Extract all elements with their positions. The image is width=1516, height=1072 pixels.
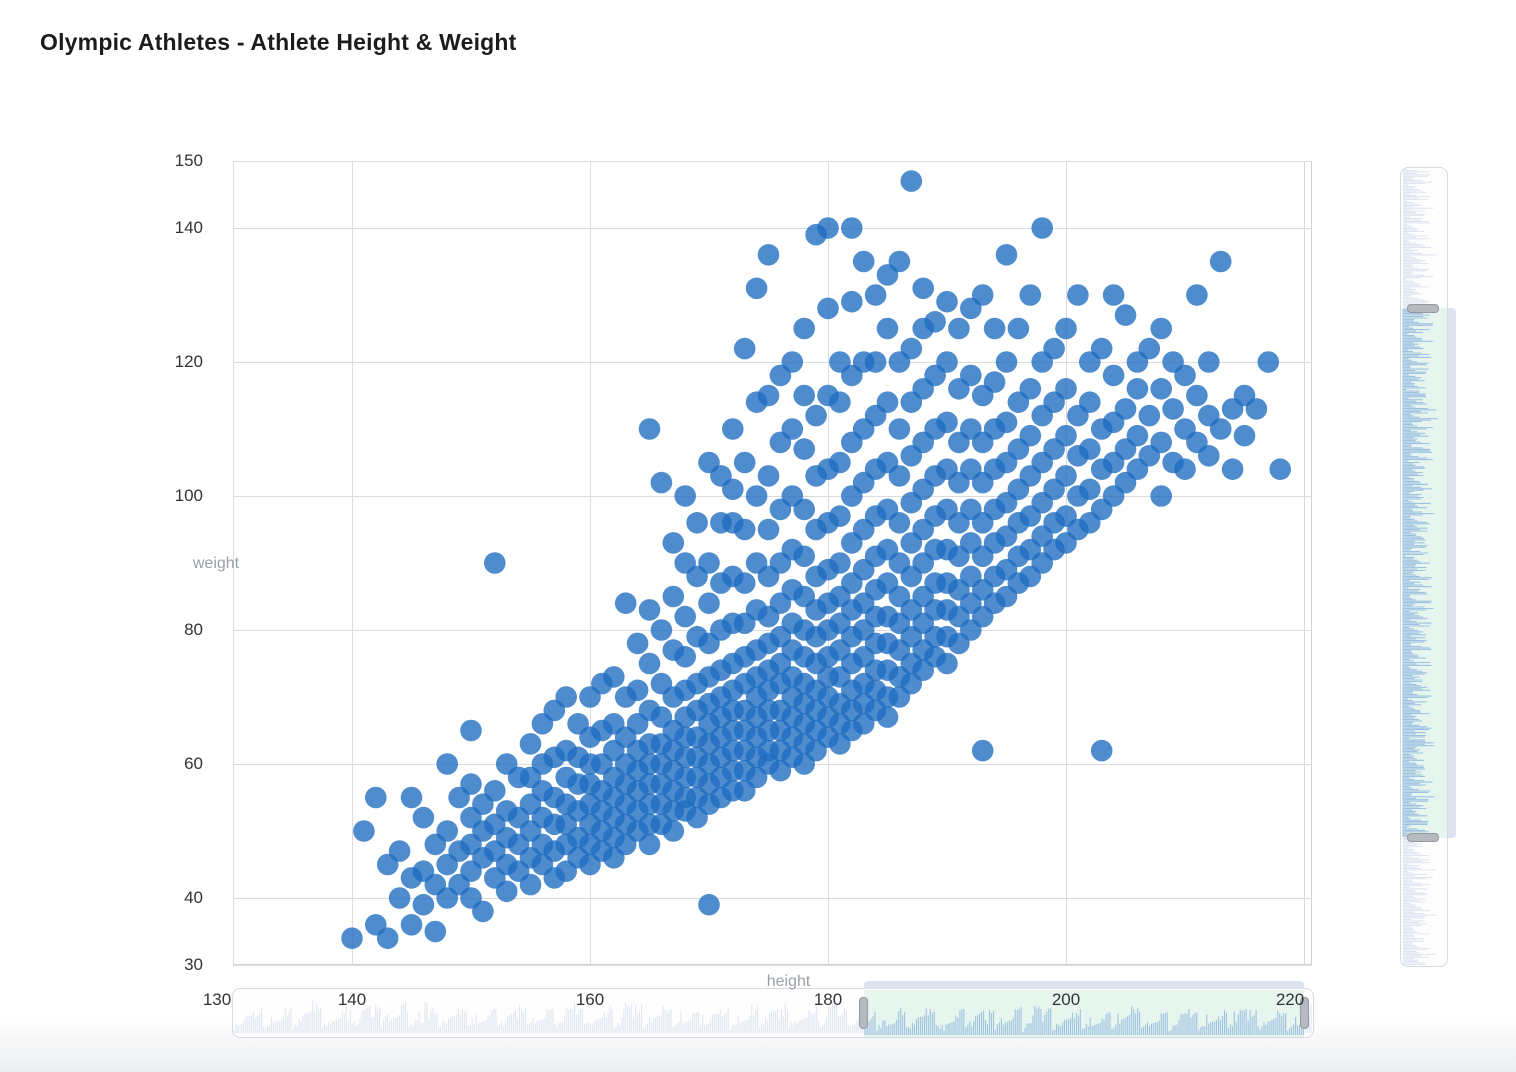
x-gridline bbox=[233, 161, 234, 965]
y-datazoom-selected-shadow bbox=[1402, 309, 1438, 838]
y-gridline bbox=[233, 161, 1312, 162]
x-tick-label: 220 bbox=[1275, 990, 1305, 1009]
x-datazoom-handle-left[interactable] bbox=[859, 997, 869, 1029]
y-gridline bbox=[233, 228, 1312, 229]
x-datazoom-data-shadow bbox=[233, 999, 1312, 1033]
y-axis-title: weight bbox=[192, 555, 240, 572]
x-tick-label: 140 bbox=[337, 990, 367, 1009]
y-gridline bbox=[233, 898, 1312, 899]
x-datazoom-handle-right[interactable] bbox=[1299, 997, 1309, 1029]
x-tick-label: 130 bbox=[202, 990, 232, 1009]
y-tick-label: 100 bbox=[174, 486, 203, 505]
y-tick-label: 140 bbox=[174, 218, 203, 237]
y-tick-label: 80 bbox=[184, 620, 203, 639]
x-gridline bbox=[1304, 161, 1305, 965]
x-tick-label: 180 bbox=[813, 990, 843, 1009]
x-datazoom-selected-shadow bbox=[864, 1003, 1304, 1035]
chart-title: Olympic Athletes - Athlete Height & Weig… bbox=[40, 29, 517, 55]
y-tick-label: 30 bbox=[184, 955, 203, 974]
y-gridline bbox=[233, 965, 1312, 966]
y-tick-label: 120 bbox=[174, 352, 203, 371]
x-gridline bbox=[352, 161, 353, 965]
y-tick-label: 60 bbox=[184, 754, 203, 773]
y-gridline bbox=[233, 496, 1312, 497]
x-tick-label: 200 bbox=[1051, 990, 1081, 1009]
y-datazoom-handle-top[interactable] bbox=[1407, 303, 1439, 313]
x-tick-label: 160 bbox=[575, 990, 605, 1009]
scatter-points[interactable] bbox=[233, 161, 1312, 965]
x-datazoom-move-handle[interactable] bbox=[863, 981, 1304, 989]
x-gridline bbox=[1066, 161, 1067, 965]
y-tick-label: 40 bbox=[184, 888, 203, 907]
x-gridline bbox=[590, 161, 591, 965]
y-tick-label: 150 bbox=[174, 151, 203, 170]
y-datazoom-move-handle[interactable] bbox=[1448, 308, 1456, 838]
y-gridline bbox=[233, 362, 1312, 363]
y-datazoom-handle-bottom[interactable] bbox=[1407, 833, 1439, 843]
x-axis-title: height bbox=[766, 973, 811, 990]
